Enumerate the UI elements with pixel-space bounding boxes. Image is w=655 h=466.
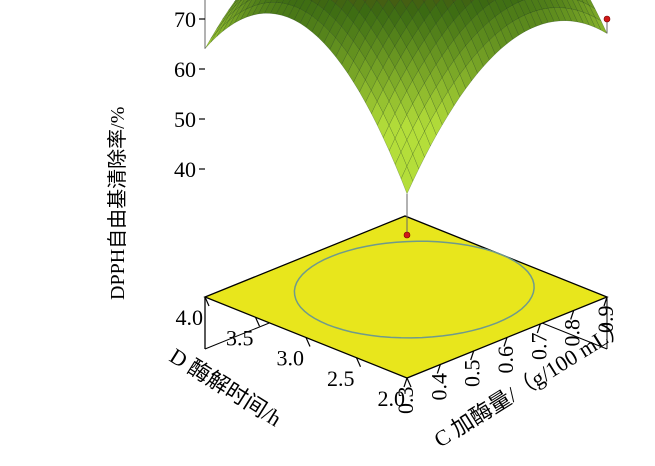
floor-contour — [293, 240, 535, 339]
surface-patch — [486, 0, 496, 5]
surface-patch — [389, 0, 401, 9]
y-tick-mark — [570, 310, 575, 320]
surface-patch — [309, 0, 313, 2]
surface-patch — [335, 0, 348, 10]
surface-patch — [531, 0, 543, 11]
z-tick-label: 50 — [174, 107, 196, 132]
x-tick-mark — [254, 317, 261, 327]
surface-patch — [240, 0, 243, 2]
surface-patch — [245, 0, 251, 3]
x-tick-label: 4.0 — [176, 305, 204, 330]
surface-patch — [502, 0, 514, 9]
x-tick-mark — [305, 337, 311, 347]
surface-patch — [488, 0, 502, 18]
z-tick-label: 60 — [174, 57, 196, 82]
y-tick-mark — [470, 350, 475, 361]
z-axis: 405060708090100 — [174, 7, 205, 182]
y-tick-label: 0.5 — [460, 360, 485, 388]
surface-patch — [453, 0, 466, 15]
x-axis-title: D 酶解时间/h — [165, 343, 286, 431]
surface-patch — [348, 0, 357, 6]
z-tick-label: 40 — [174, 157, 196, 182]
surface-patch — [234, 0, 237, 2]
surface-patch — [331, 0, 338, 4]
surface-patch — [269, 0, 278, 3]
surface-patch — [264, 0, 272, 4]
x-tick-label: 2.5 — [327, 366, 355, 391]
y-tick-label: 0.6 — [493, 346, 518, 374]
x-tick-label: 3.5 — [226, 325, 254, 350]
surface-patch — [435, 0, 449, 17]
surface-patch — [204, 31, 217, 49]
y-tick-label: 0.4 — [426, 373, 451, 401]
surface-patch — [376, 0, 389, 9]
surface-patch — [311, 0, 321, 5]
surface-patch — [537, 0, 549, 10]
surface-patch — [299, 0, 313, 13]
y-tick-label: 0.7 — [526, 333, 551, 361]
design-points — [204, 0, 611, 239]
surface-patch — [594, 17, 608, 34]
surface-patch — [341, 0, 354, 16]
design-point — [603, 15, 611, 23]
surface-patch — [362, 0, 367, 3]
surface-patch — [287, 0, 298, 7]
y-tick-mark — [503, 337, 508, 347]
y-tick-mark — [536, 323, 541, 334]
surface-patch — [544, 0, 555, 9]
surface-patch — [412, 0, 425, 11]
y-tick-label: 0.3 — [393, 387, 418, 415]
surface-patch — [452, 0, 457, 3]
x-tick-label: 3.0 — [277, 346, 305, 371]
y-tick-mark — [603, 296, 608, 307]
surface-patch — [423, 0, 437, 13]
surface-patch — [471, 0, 484, 15]
x-tick-mark — [355, 357, 362, 367]
response-surface — [204, 0, 608, 195]
x-tick-mark — [406, 377, 412, 388]
surface-patch — [470, 0, 475, 3]
surface-patch — [461, 0, 472, 9]
surface-patch — [353, 0, 366, 13]
y-tick-mark — [436, 364, 441, 374]
surface-patch — [281, 0, 291, 5]
surface-patch — [442, 0, 455, 10]
x-tick-label: 2.0 — [378, 386, 406, 411]
surface-patch — [275, 0, 285, 4]
surface-patch — [494, 0, 508, 13]
surface-patch — [400, 0, 413, 9]
surface-patch — [323, 0, 336, 15]
surface-patch — [246, 0, 257, 10]
y-tick-label: 0.9 — [593, 306, 618, 334]
surface-patch — [394, 0, 407, 18]
x-axis: 2.0 2.5 3.0 3.5 4.0 — [176, 296, 412, 411]
y-tick-label: 0.8 — [560, 319, 585, 347]
surface-patch — [258, 0, 267, 5]
surface-patch — [252, 0, 262, 7]
z-axis-title: DPPH自由基清除率/% — [106, 107, 129, 300]
y-tick-mark — [403, 377, 408, 388]
surface-patch — [510, 0, 519, 6]
design-point — [403, 231, 411, 239]
y-axis: 0.3 0.4 0.5 0.6 0.7 0.8 0.9 — [393, 296, 618, 415]
surface-patch — [240, 0, 248, 7]
z-tick-label: 70 — [174, 7, 196, 32]
surface-patch — [422, 0, 427, 3]
surface-patch — [234, 0, 242, 7]
x-tick-mark — [204, 296, 210, 307]
surface-patch — [317, 0, 330, 10]
surface-patch — [293, 0, 305, 9]
surface-patch — [234, 0, 239, 4]
